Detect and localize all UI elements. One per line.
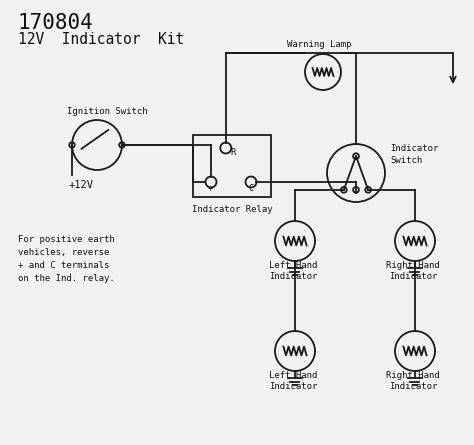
Text: Warning Lamp: Warning Lamp (287, 40, 351, 49)
Text: +: + (207, 184, 213, 193)
Text: Indicator Relay: Indicator Relay (191, 205, 272, 214)
Bar (193, 135, 271, 197)
Text: Left Hand
Indicator: Left Hand Indicator (269, 261, 317, 281)
Text: Ignition Switch: Ignition Switch (67, 107, 147, 116)
Text: For positive earth
vehicles, reverse
+ and C terminals
on the Ind. relay.: For positive earth vehicles, reverse + a… (18, 235, 115, 283)
Text: Indicator
Switch: Indicator Switch (390, 144, 438, 165)
Text: Right Hand
Indicator: Right Hand Indicator (386, 261, 440, 281)
Text: 12V  Indicator  Kit: 12V Indicator Kit (18, 32, 184, 47)
Text: R: R (231, 148, 236, 157)
Text: 170804: 170804 (18, 13, 94, 33)
Text: C: C (248, 184, 254, 193)
Text: Right Hand
Indicator: Right Hand Indicator (386, 371, 440, 391)
Text: Left Hand
Indicator: Left Hand Indicator (269, 371, 317, 391)
Text: +12V: +12V (69, 180, 94, 190)
